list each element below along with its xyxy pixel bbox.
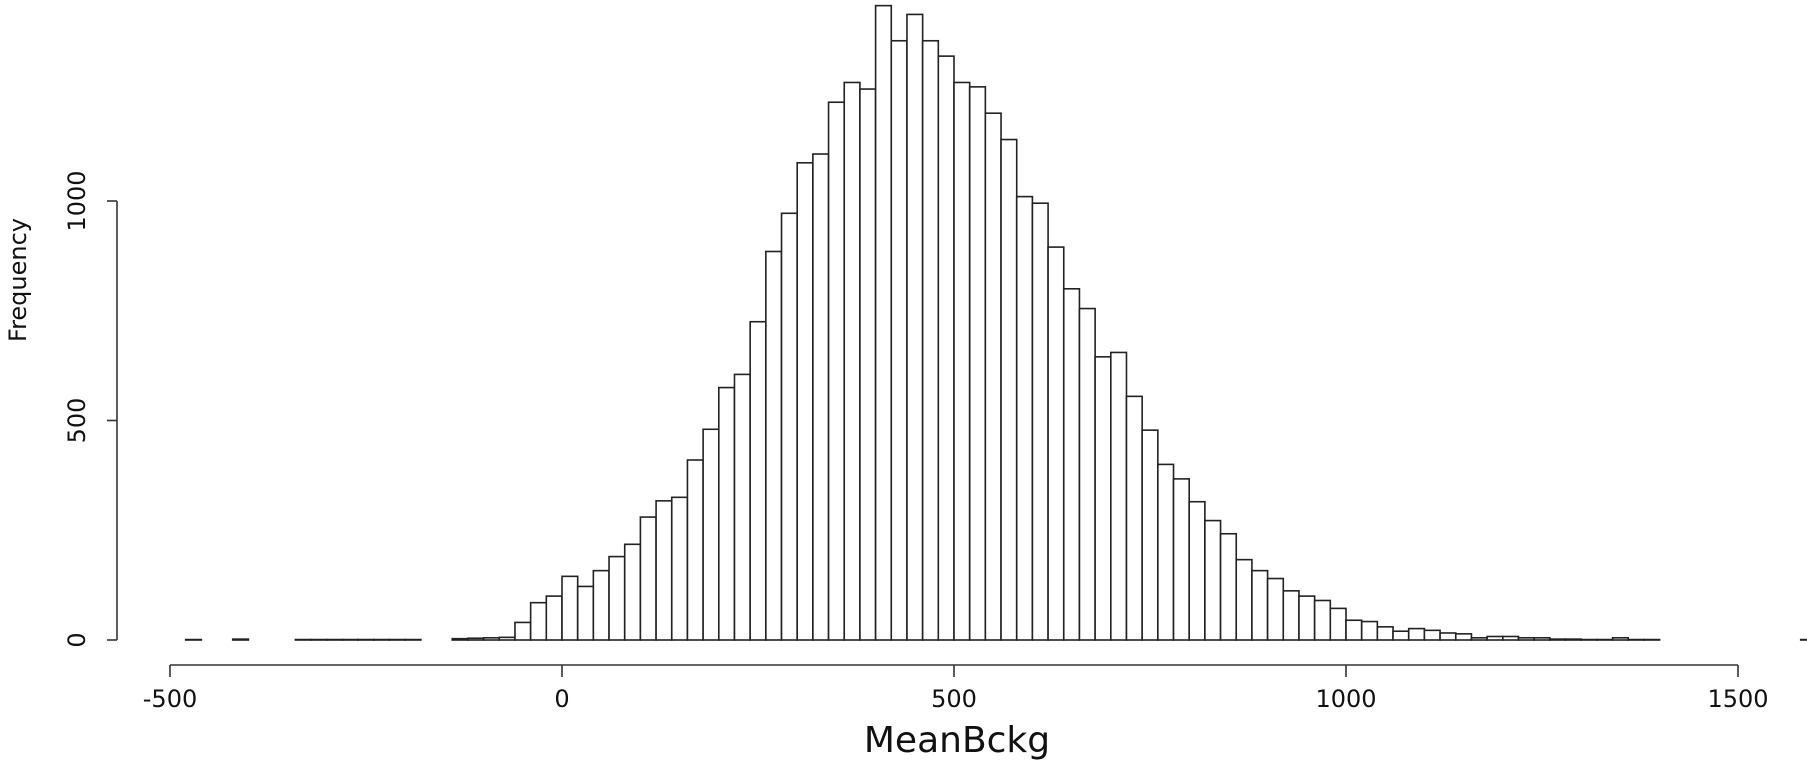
x-tick-label: -500: [143, 685, 197, 713]
histogram-bar: [968, 86, 987, 641]
histogram-bar: [576, 585, 595, 641]
histogram-bar: [1000, 138, 1018, 641]
histogram-bar: [498, 636, 516, 641]
histogram-bar: [1611, 636, 1630, 641]
histogram-bar: [561, 575, 579, 641]
histogram-bar: [702, 428, 720, 641]
histogram-bar: [639, 516, 657, 641]
histogram-bar: [1282, 590, 1300, 641]
histogram-bar: [686, 459, 704, 641]
histogram-bar: [1517, 636, 1535, 641]
histogram-bar: [1533, 636, 1551, 641]
histogram-bar: [1345, 619, 1363, 641]
histogram-bar: [1251, 569, 1269, 641]
histogram-bar: [1188, 500, 1206, 641]
histogram-bar: [1486, 635, 1504, 641]
histogram-bar: [1266, 577, 1285, 641]
y-axis: 0 500 1000: [63, 170, 118, 648]
histogram-bar: [1470, 636, 1488, 641]
histogram-bar: [1031, 202, 1049, 641]
histogram-bar: [1125, 395, 1143, 641]
histogram-bar: [1204, 519, 1222, 641]
histogram-bar: [937, 55, 955, 641]
histogram-bar: [514, 621, 532, 641]
histogram-bar: [765, 250, 783, 641]
histogram-bar: [749, 320, 767, 641]
histogram-bar: [1502, 635, 1520, 641]
histogram-bar: [717, 386, 736, 641]
y-tick-label: 500: [63, 398, 91, 444]
histogram-bar: [859, 88, 877, 641]
x-tick-label: 0: [554, 685, 569, 713]
histogram-bar: [1094, 356, 1112, 641]
histogram-bar: [827, 101, 846, 641]
y-axis-title: Frequency: [4, 218, 32, 342]
histogram-bar: [608, 555, 626, 641]
histogram-bar: [592, 569, 610, 641]
histogram-bar: [1298, 595, 1316, 641]
histogram-bar: [1439, 632, 1457, 641]
histogram-bar: [1329, 607, 1347, 641]
histogram-bar: [670, 496, 689, 641]
x-tick-label: 1500: [1707, 685, 1768, 713]
histogram-bar: [796, 162, 814, 641]
histogram-bar: [655, 500, 673, 641]
histogram-bar: [1392, 630, 1410, 641]
histogram-bar: [545, 595, 563, 641]
histogram-bar: [733, 373, 751, 641]
histogram-bar: [1454, 633, 1473, 641]
x-ticks: -500 0 500 1000 1500: [143, 665, 1769, 713]
y-tick-label: 0: [63, 632, 91, 647]
histogram-bar: [1110, 351, 1128, 641]
histogram-bar: [1313, 599, 1332, 641]
histogram-bar: [1219, 532, 1238, 641]
histogram-bar: [1376, 626, 1394, 641]
histogram-bar: [1062, 287, 1081, 641]
histogram-bar: [1360, 620, 1379, 641]
histogram-bar: [890, 39, 908, 641]
histogram-bar: [1157, 463, 1175, 641]
histogram-bar: [906, 13, 924, 641]
histogram-bar: [1078, 307, 1096, 641]
histogram-bar: [780, 212, 799, 641]
y-tick-label: 1000: [63, 170, 91, 231]
histogram-bar: [1235, 558, 1253, 641]
histogram-bar: [623, 543, 642, 641]
x-tick-label: 500: [931, 685, 977, 713]
histogram-bar: [451, 637, 469, 641]
histogram-bar: [921, 39, 940, 641]
histogram-bar: [482, 636, 501, 641]
histogram-bar: [812, 153, 830, 641]
histogram-bar: [231, 638, 250, 641]
histogram-bar: [1141, 429, 1159, 641]
histogram-bar: [1407, 627, 1426, 641]
histogram-bar: [467, 637, 485, 641]
x-axis: -500 0 500 1000 1500: [143, 664, 1769, 713]
histogram-bar: [843, 81, 861, 641]
x-axis-title: MeanBckg: [864, 720, 1050, 761]
x-tick-label: 1000: [1315, 685, 1376, 713]
histogram-bar: [1549, 638, 1567, 641]
histogram-bar: [953, 81, 971, 641]
histogram-bar: [874, 4, 893, 641]
histogram-bar: [529, 601, 548, 641]
histogram-bar: [984, 112, 1002, 641]
histogram-bar: [1423, 629, 1441, 641]
histogram-bar: [1015, 195, 1034, 641]
y-ticks: 0 500 1000: [63, 170, 117, 648]
histogram-bar: [1172, 478, 1191, 641]
histogram-bars: [184, 4, 1807, 641]
histogram-bar: [1047, 246, 1065, 641]
histogram-bar: [1564, 638, 1583, 641]
